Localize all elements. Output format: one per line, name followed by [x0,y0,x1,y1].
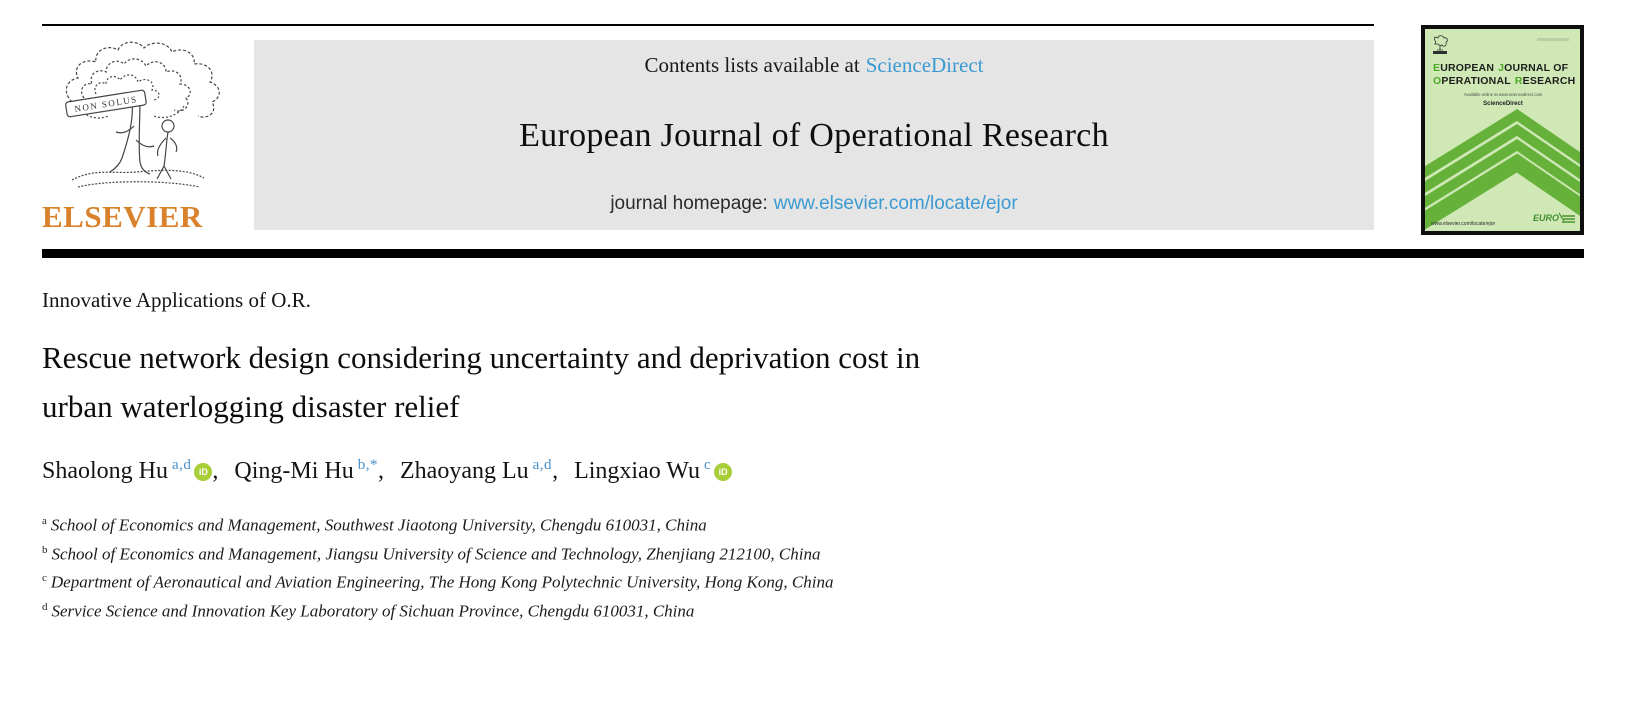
orcid-icon[interactable]: iD [714,463,733,481]
author-3: Zhaoyang Lu a,d, [400,457,568,484]
homepage-prefix: journal homepage: [610,193,768,214]
author-affil-sup: a,d [172,457,192,473]
author-2: Qing-Mi Hu b,*, [234,457,394,484]
masthead-box: Contents lists available at ScienceDirect… [254,40,1374,230]
author-affil-sup: c [703,457,712,473]
article-title-line2: urban waterlogging disaster relief [42,389,460,424]
author-4: Lingxiao Wu c iD [574,457,733,484]
euro-society-logo: EURO [1533,212,1575,224]
journal-title: European Journal of Operational Research [519,116,1109,154]
cover-title: EUROPEAN JOURNAL OF OPERATIONAL RESEARCH [1433,62,1575,87]
affil-text: School of Economics and Management, Jian… [51,544,821,564]
divider-rule [42,249,1584,258]
affil-text: Department of Aeronautical and Aviation … [50,572,834,592]
article-title: Rescue network design considering uncert… [42,333,1584,431]
author-name: Shaolong Hu [42,458,168,484]
author-affil-sup: a,d [532,457,553,473]
author-affil-sup: b,* [357,457,379,473]
author-name: Zhaoyang Lu [400,458,529,484]
sciencedirect-link[interactable]: ScienceDirect [865,53,984,77]
cover-available-line: Available online at www.sciencedirect.co… [1464,92,1543,97]
affil-sup: d [42,600,48,613]
affiliation-a: a School of Economics and Management, Sou… [42,509,1584,538]
orcid-icon[interactable]: iD [194,463,213,481]
cover-sciencedirect: ScienceDirect [1483,101,1523,107]
elsevier-wordmark: ELSEVIER [42,199,203,234]
cover-homepage-url: www.elsevier.com/locate/ejor [1431,221,1496,227]
contents-line: Contents lists available at ScienceDirect [264,53,1364,78]
elsevier-logo: NON SOLUS ELSEVIER [42,40,238,234]
cover-chevron-art [1425,109,1580,230]
author-separator: , [552,458,559,484]
author-line: Shaolong Hu a,d iD, Qing-Mi Hu b,*, Zhaoyan… [42,457,1584,485]
affil-text: School of Economics and Management, Sout… [50,515,707,535]
masthead: NON SOLUS ELSEVIER Contents lists availa… [42,24,1584,235]
cover-issue-text-blur [1537,38,1569,41]
affil-sup: c [42,572,47,585]
affiliations: a School of Economics and Management, Sou… [42,509,1584,624]
author-1: Shaolong Hu a,d iD, [42,457,228,484]
page: NON SOLUS ELSEVIER Contents lists availa… [42,24,1584,624]
affil-sup: b [42,543,48,556]
author-name: Qing-Mi Hu [234,458,354,484]
svg-text:EURO: EURO [1533,213,1559,223]
affil-text: Service Science and Innovation Key Labor… [51,601,695,621]
non-solus-banner: NON SOLUS [65,89,147,118]
article-title-line1: Rescue network design considering uncert… [42,340,921,375]
affiliation-b: b School of Economics and Management, Jia… [42,538,1584,567]
affil-sup: a [42,515,47,527]
cover-mini-elsevier-icon [1433,35,1448,54]
masthead-left: NON SOLUS ELSEVIER Contents lists availa… [42,24,1374,234]
affiliation-c: c Department of Aeronautical and Aviation… [42,566,1584,595]
elsevier-tree-icon: NON SOLUS [65,41,220,188]
journal-homepage-link[interactable]: www.elsevier.com/locate/ejor [773,193,1018,214]
author-name: Lingxiao Wu [574,458,700,484]
author-separator: , [378,458,385,484]
journal-cover[interactable]: EUROPEAN JOURNAL OF OPERATIONAL RESEARCH A… [1421,25,1584,235]
homepage-line: journal homepage: www.elsevier.com/locate… [264,193,1364,215]
author-separator: , [212,458,219,484]
affiliation-d: d Service Science and Innovation Key Labo… [42,595,1584,624]
contents-prefix: Contents lists available at [644,53,860,77]
article-section-label: Innovative Applications of O.R. [42,288,311,312]
